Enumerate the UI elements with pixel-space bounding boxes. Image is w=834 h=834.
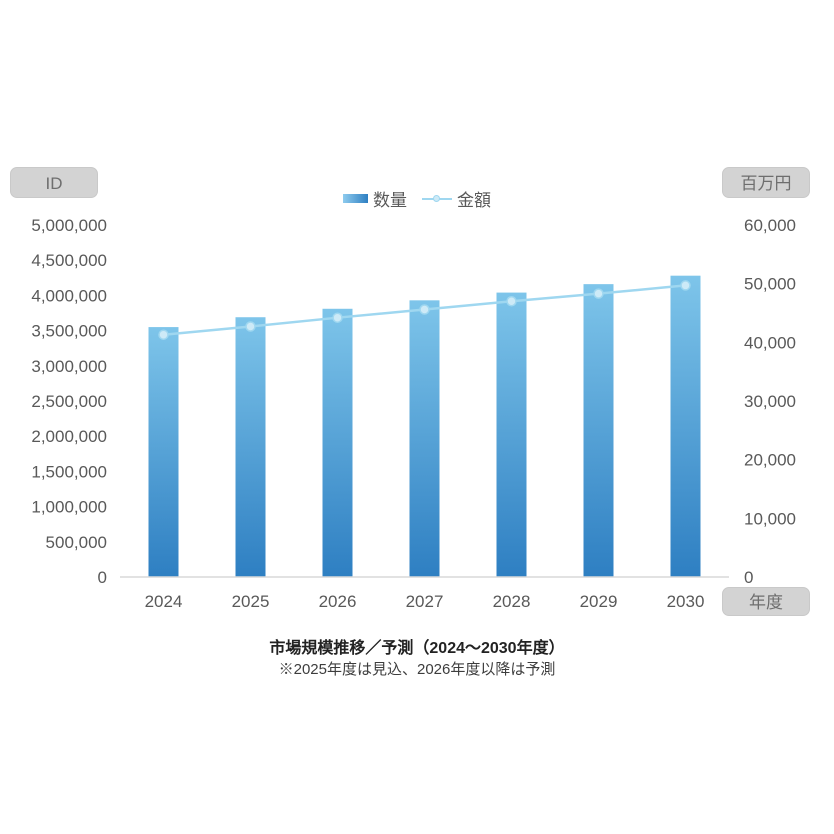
legend-item-amount: 金額 bbox=[422, 186, 491, 211]
left-axis-tick-label: 4,500,000 bbox=[31, 251, 107, 270]
right-axis-tick-label: 10,000 bbox=[744, 509, 796, 528]
bar-2025 bbox=[235, 317, 266, 577]
x-axis-label-2028: 2028 bbox=[493, 592, 531, 611]
line-series-swatch-icon bbox=[422, 194, 452, 204]
bar-2026 bbox=[322, 308, 353, 577]
right-axis-tick-label: 0 bbox=[744, 568, 753, 587]
right-axis-tick-label: 60,000 bbox=[744, 216, 796, 235]
legend: 数量 金額 bbox=[0, 186, 834, 211]
left-axis-tick-label: 0 bbox=[98, 568, 107, 587]
line-point-2024 bbox=[158, 329, 169, 340]
line-point-2026 bbox=[332, 312, 343, 323]
x-axis-label-2024: 2024 bbox=[145, 592, 183, 611]
right-axis-tick-label: 40,000 bbox=[744, 333, 796, 352]
right-axis-tick-label: 50,000 bbox=[744, 275, 796, 294]
bar-2029 bbox=[583, 284, 614, 577]
line-point-2027 bbox=[419, 304, 430, 315]
legend-item-quantity: 数量 bbox=[343, 186, 407, 211]
x-axis-label-2029: 2029 bbox=[580, 592, 618, 611]
right-axis-unit-badge: 百万円 bbox=[722, 167, 810, 198]
legend-label-amount: 金額 bbox=[457, 191, 491, 210]
bar-2030 bbox=[670, 275, 701, 577]
chart-title: 市場規模推移／予測（2024～2030年度） bbox=[269, 640, 565, 657]
line-point-2029 bbox=[593, 288, 604, 299]
left-axis-tick-label: 3,000,000 bbox=[31, 357, 107, 376]
legend-label-quantity: 数量 bbox=[373, 191, 407, 210]
x-axis-label-2027: 2027 bbox=[406, 592, 444, 611]
right-axis-tick-label: 20,000 bbox=[744, 451, 796, 470]
line-point-2028 bbox=[506, 296, 517, 307]
right-axis-tick-label: 30,000 bbox=[744, 392, 796, 411]
x-axis-unit-badge: 年度 bbox=[722, 587, 810, 616]
left-axis-tick-label: 4,000,000 bbox=[31, 286, 107, 305]
x-axis-label-2030: 2030 bbox=[667, 592, 705, 611]
left-axis-tick-label: 1,000,000 bbox=[31, 498, 107, 517]
bar-2024 bbox=[148, 327, 179, 577]
left-axis-tick-label: 2,500,000 bbox=[31, 392, 107, 411]
left-axis-tick-label: 2,000,000 bbox=[31, 427, 107, 446]
bar-2028 bbox=[496, 292, 527, 577]
bar-2027 bbox=[409, 300, 440, 577]
left-axis-tick-label: 5,000,000 bbox=[31, 216, 107, 235]
line-point-2025 bbox=[245, 321, 256, 332]
x-axis-label-2026: 2026 bbox=[319, 592, 357, 611]
left-axis-tick-label: 1,500,000 bbox=[31, 462, 107, 481]
left-axis-tick-label: 500,000 bbox=[46, 533, 107, 552]
left-axis-tick-label: 3,500,000 bbox=[31, 322, 107, 341]
chart-subtitle: ※2025年度は見込、2026年度以降は予測 bbox=[278, 661, 556, 678]
x-axis-label-2025: 2025 bbox=[232, 592, 270, 611]
bar-series-swatch-icon bbox=[343, 194, 368, 203]
line-point-2030 bbox=[680, 280, 691, 291]
left-axis-unit-badge: ID bbox=[10, 167, 98, 198]
